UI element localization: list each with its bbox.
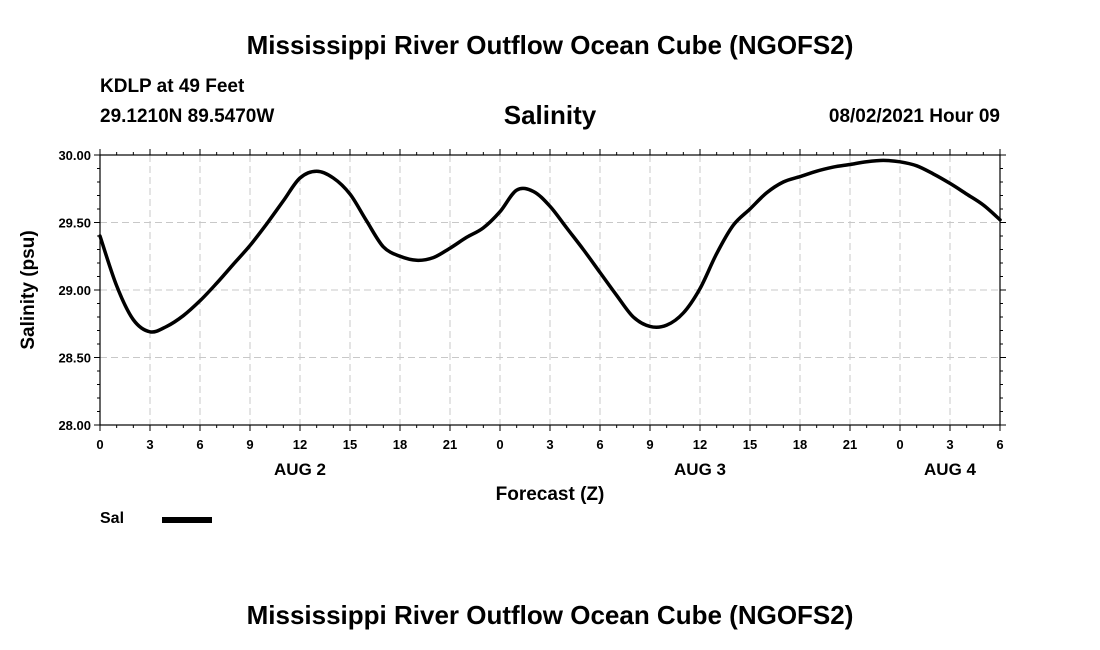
x-tick-label: 3 xyxy=(146,437,153,452)
x-date-label: AUG 3 xyxy=(674,460,726,479)
x-tick-label: 6 xyxy=(596,437,603,452)
x-tick-label: 3 xyxy=(946,437,953,452)
x-tick-label: 12 xyxy=(293,437,307,452)
legend-line-swatch xyxy=(162,517,212,523)
y-tick-label: 29.50 xyxy=(58,216,91,231)
x-tick-label: 6 xyxy=(196,437,203,452)
x-date-label: AUG 2 xyxy=(274,460,326,479)
y-tick-label: 28.50 xyxy=(58,351,91,366)
x-tick-label: 18 xyxy=(793,437,807,452)
x-tick-label: 3 xyxy=(546,437,553,452)
forecast-datetime: 08/02/2021 Hour 09 xyxy=(828,106,1000,127)
y-tick-label: 29.00 xyxy=(58,283,91,298)
x-tick-label: 12 xyxy=(693,437,707,452)
x-tick-label: 21 xyxy=(443,437,457,452)
x-tick-label: 9 xyxy=(246,437,253,452)
legend-label: Sal xyxy=(100,510,125,527)
y-axis-label: Salinity (psu) xyxy=(18,230,39,349)
x-axis-label: Forecast (Z) xyxy=(496,484,605,505)
chart-title: Mississippi River Outflow Ocean Cube (NG… xyxy=(246,30,854,60)
x-tick-label: 15 xyxy=(743,437,757,452)
variable-title: Salinity xyxy=(503,100,597,130)
x-tick-label: 0 xyxy=(496,437,503,452)
x-tick-label: 0 xyxy=(96,437,103,452)
y-tick-label: 30.00 xyxy=(58,148,91,163)
plot-frame xyxy=(99,154,1001,426)
axes: 28.00 28.50 29.00 29.50 30.00 0 3 6 9 12 15 18 21 0 3 6… xyxy=(58,148,1006,479)
x-tick-label: 15 xyxy=(343,437,357,452)
x-tick-label: 9 xyxy=(646,437,653,452)
grid xyxy=(100,155,1000,425)
station-label: KDLP at 49 Feet xyxy=(100,76,245,97)
x-tick-label: 0 xyxy=(896,437,903,452)
x-tick-label: 18 xyxy=(393,437,407,452)
station-coordinates: 29.1210N 89.5470W xyxy=(100,106,275,127)
x-tick-label: 6 xyxy=(996,437,1003,452)
footer-title: Mississippi River Outflow Ocean Cube (NG… xyxy=(246,600,854,630)
x-tick-label: 21 xyxy=(843,437,857,452)
series-line-sal xyxy=(98,158,1002,334)
series-layer xyxy=(98,158,1002,334)
y-tick-label: 28.00 xyxy=(58,418,91,433)
x-date-label: AUG 4 xyxy=(924,460,977,479)
